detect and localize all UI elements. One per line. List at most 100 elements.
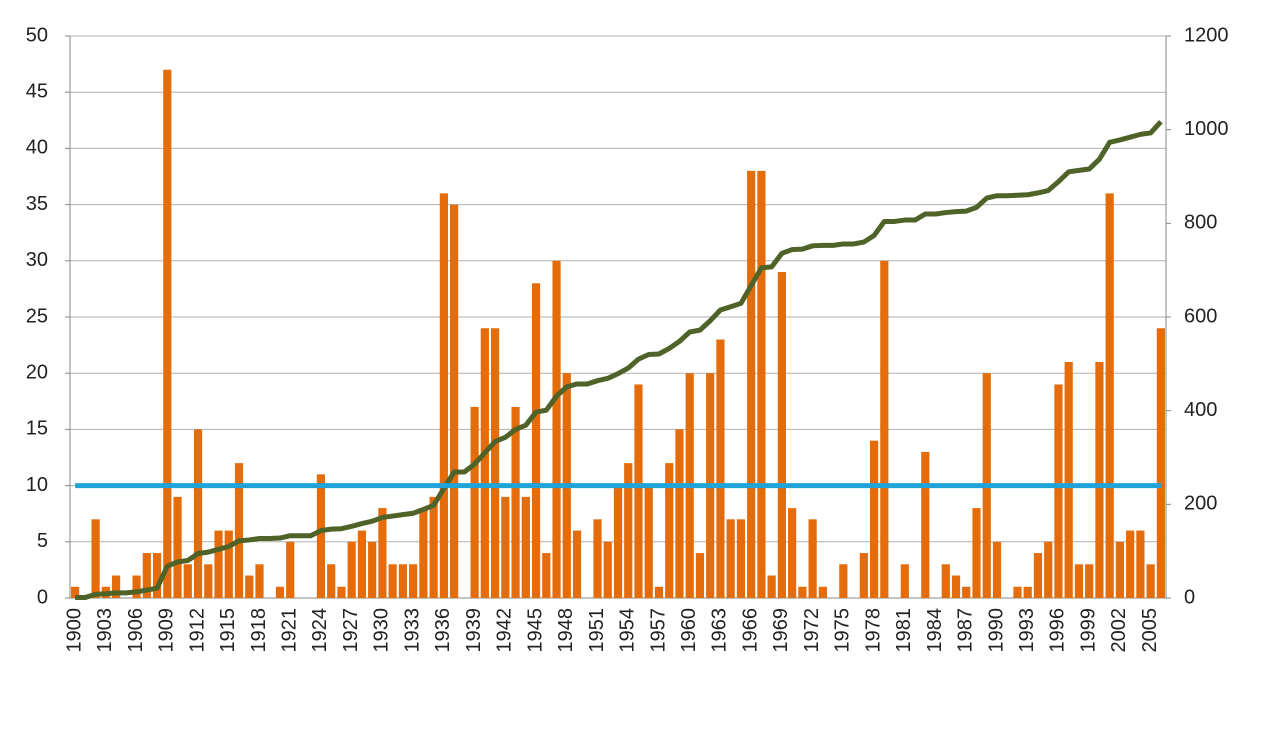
bar — [234, 463, 244, 598]
bar — [777, 272, 786, 598]
x-tick-label: 1963 — [709, 608, 731, 653]
bar — [1013, 586, 1022, 598]
bar — [316, 474, 326, 598]
y-tick-label: 35 — [26, 193, 48, 215]
bar — [654, 586, 664, 598]
bar — [275, 586, 285, 598]
x-tick-label: 1990 — [985, 608, 1007, 653]
bar — [337, 586, 346, 598]
x-tick-label: 1942 — [494, 608, 516, 653]
y-tick-label: 20 — [26, 361, 48, 383]
bar — [788, 508, 797, 598]
bar — [152, 553, 162, 598]
bar — [736, 519, 746, 598]
bar — [450, 204, 459, 598]
bar — [869, 440, 879, 598]
x-tick-label: 1951 — [586, 608, 608, 653]
bar — [962, 586, 971, 598]
x-tick-label: 1978 — [862, 608, 884, 653]
bar — [193, 429, 203, 598]
x-tick-label: 1924 — [309, 608, 331, 653]
bar — [511, 406, 520, 598]
bar — [644, 485, 653, 598]
x-tick-label: 1966 — [739, 608, 761, 653]
y2-tick-label: 1000 — [1184, 118, 1229, 140]
y-tick-label: 50 — [26, 24, 48, 46]
x-tick-label: 2002 — [1108, 608, 1130, 653]
bar — [132, 575, 141, 598]
bar — [286, 541, 295, 598]
x-tick-label: 1981 — [893, 608, 915, 653]
bar — [1074, 564, 1084, 598]
x-tick-label: 1933 — [401, 608, 423, 653]
bar — [1023, 586, 1032, 598]
x-tick-label: 1903 — [94, 608, 116, 653]
bar — [624, 463, 633, 598]
bar — [552, 260, 561, 598]
x-tick-label: 1927 — [340, 608, 362, 653]
x-tick-label: 1984 — [924, 608, 946, 653]
bar — [368, 541, 377, 598]
bar — [255, 564, 264, 598]
y2-tick-label: 800 — [1184, 212, 1217, 234]
y-tick-label: 30 — [26, 249, 48, 271]
bar — [695, 553, 705, 598]
y-tick-label: 40 — [26, 137, 48, 159]
bar — [429, 496, 438, 598]
bar — [992, 541, 1002, 598]
bar — [204, 564, 213, 598]
x-tick-label: 1912 — [186, 608, 208, 653]
bar — [941, 564, 950, 598]
bar — [726, 519, 735, 598]
y2-tick-label: 1200 — [1184, 24, 1229, 46]
bar — [439, 193, 448, 599]
x-tick-label: 1936 — [432, 608, 454, 653]
bar — [972, 508, 981, 598]
bar — [1044, 541, 1053, 598]
bar — [675, 429, 684, 598]
bar — [214, 530, 223, 598]
x-tick-label: 1960 — [678, 608, 700, 653]
x-tick-label: 1957 — [647, 608, 669, 653]
x-tick-label: 1996 — [1047, 608, 1069, 653]
bar — [798, 586, 807, 598]
x-tick-label: 1948 — [555, 608, 577, 653]
bar — [419, 508, 428, 598]
bar — [409, 564, 418, 598]
x-tick-label: 1921 — [279, 608, 301, 653]
bar — [1156, 328, 1165, 598]
bar — [1126, 530, 1135, 598]
y2-tick-label: 0 — [1184, 586, 1195, 608]
bar — [480, 328, 489, 598]
bar — [880, 260, 889, 598]
bar — [634, 384, 643, 598]
line — [75, 120, 1163, 601]
x-tick-label: 1906 — [125, 608, 147, 653]
x-tick-label: 1954 — [617, 608, 639, 653]
bar — [357, 530, 367, 598]
bar — [378, 508, 387, 598]
bar — [183, 564, 192, 598]
bar — [951, 575, 961, 598]
bar — [593, 519, 602, 598]
bar — [470, 406, 479, 598]
y-tick-label: 5 — [37, 530, 48, 552]
bar — [665, 463, 674, 598]
bar — [347, 541, 356, 598]
bar — [1085, 564, 1094, 598]
y-tick-label: 25 — [26, 305, 48, 327]
bar — [327, 564, 336, 598]
bar — [1146, 564, 1155, 598]
y-tick-label: 10 — [26, 474, 48, 496]
bar — [531, 283, 541, 598]
bar — [245, 575, 254, 598]
bar — [839, 564, 848, 598]
x-tick-label: 1915 — [217, 608, 239, 653]
bar — [859, 553, 868, 598]
bar — [224, 530, 233, 598]
x-tick-label: 1945 — [524, 608, 546, 653]
x-tick-label: 1975 — [832, 608, 854, 653]
bar — [1105, 193, 1114, 599]
bar — [173, 496, 182, 598]
y-tick-label: 0 — [37, 586, 48, 608]
